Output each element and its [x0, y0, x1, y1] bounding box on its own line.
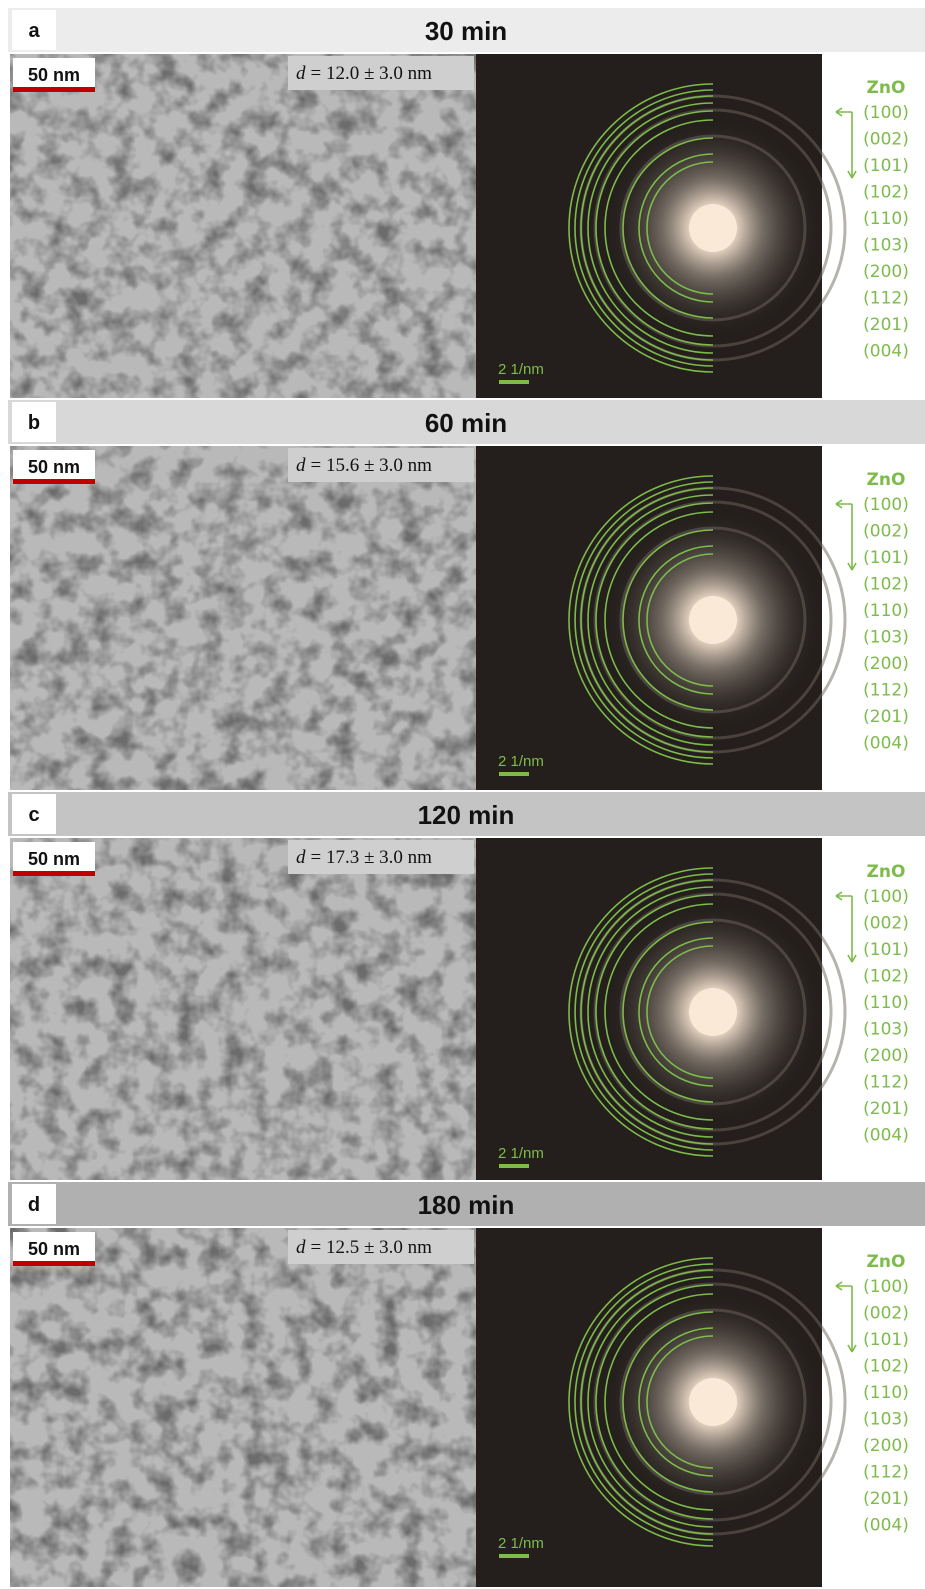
diameter-label: d= 15.6 ± 3.0 nm — [296, 455, 432, 476]
plane-label: (100) — [863, 495, 909, 515]
scale-bar — [13, 1261, 95, 1266]
plane-label: (101) — [863, 548, 909, 568]
plane-label: (110) — [863, 1383, 909, 1403]
panel-label: a — [28, 20, 40, 42]
plane-label: (101) — [863, 940, 909, 960]
panel-title: 120 min — [418, 800, 515, 830]
plane-label: (103) — [863, 236, 909, 256]
plane-label: (002) — [863, 914, 909, 934]
index-arrow — [836, 892, 856, 962]
saed-scale-bar — [499, 380, 529, 384]
tem-particles — [10, 446, 476, 790]
diameter-symbol: d — [296, 455, 306, 476]
plane-label: (101) — [863, 1330, 909, 1350]
plane-label: (103) — [863, 1410, 909, 1430]
panel-label: d — [28, 1194, 40, 1216]
plane-label: (200) — [863, 1436, 909, 1456]
panel: b 60 min 50 nm d= 15.6 ± 3.0 nm 2 1/nm ZnO (10… — [8, 400, 925, 790]
diameter-value: = 15.6 ± 3.0 nm — [311, 455, 433, 476]
plane-label: (004) — [863, 1126, 909, 1146]
plane-label: (004) — [863, 342, 909, 362]
scale-bar-label: 50 nm — [28, 849, 80, 869]
plane-label: (103) — [863, 1020, 909, 1040]
plane-label: (102) — [863, 575, 909, 595]
figure: a30 min50 nmd= 12.0 ± 3.0 nm2 1/nmZnO(10… — [0, 0, 925, 1589]
plane-label: (201) — [863, 707, 909, 727]
plane-label: (100) — [863, 887, 909, 907]
index-arrow — [836, 500, 856, 570]
plane-label: (110) — [863, 209, 909, 229]
plane-label: (100) — [863, 103, 909, 123]
tem-particles — [10, 54, 476, 398]
diameter-value: = 17.3 ± 3.0 nm — [311, 847, 433, 868]
saed-scale-label: 2 1/nm — [498, 753, 544, 770]
diameter-symbol: d — [296, 847, 306, 868]
scale-bar-label: 50 nm — [28, 65, 80, 85]
scale-bar — [13, 479, 95, 484]
plane-label: (110) — [863, 993, 909, 1013]
plane-label: (102) — [863, 967, 909, 987]
plane-label: (100) — [863, 1277, 909, 1297]
plane-label: (002) — [863, 130, 909, 150]
panel: c 120 min 50 nm d= 17.3 ± 3.0 nm 2 1/nm ZnO (1… — [8, 792, 925, 1180]
panel-title: 180 min — [418, 1190, 515, 1220]
scale-bar — [13, 87, 95, 92]
phase-label: ZnO — [867, 470, 906, 490]
index-arrow — [836, 108, 856, 178]
plane-label: (102) — [863, 1357, 909, 1377]
saed-scale-label: 2 1/nm — [498, 361, 544, 378]
plane-label: (201) — [863, 1099, 909, 1119]
diameter-symbol: d — [296, 63, 306, 84]
scale-bar — [13, 871, 95, 876]
saed-center — [689, 988, 737, 1036]
tem-particles — [10, 1228, 476, 1587]
saed-scale-label: 2 1/nm — [498, 1145, 544, 1162]
plane-label: (101) — [863, 156, 909, 176]
panel-title: 60 min — [425, 408, 507, 438]
tem-particles — [10, 838, 476, 1180]
saed-center — [689, 204, 737, 252]
phase-label: ZnO — [867, 78, 906, 98]
panel-title: 30 min — [425, 16, 507, 46]
saed-scale-label: 2 1/nm — [498, 1535, 544, 1552]
plane-label: (112) — [863, 681, 909, 701]
diameter-symbol: d — [296, 1237, 306, 1258]
saed-center — [689, 596, 737, 644]
plane-label: (002) — [863, 522, 909, 542]
plane-label: (103) — [863, 628, 909, 648]
diameter-label: d= 12.5 ± 3.0 nm — [296, 1237, 432, 1258]
diameter-label: d= 17.3 ± 3.0 nm — [296, 847, 432, 868]
index-arrow — [836, 1282, 856, 1352]
panel-label: c — [28, 804, 39, 826]
plane-label: (110) — [863, 601, 909, 621]
plane-label: (201) — [863, 315, 909, 335]
plane-label: (201) — [863, 1489, 909, 1509]
plane-label: (004) — [863, 734, 909, 754]
plane-label: (200) — [863, 262, 909, 282]
saed-center — [689, 1378, 737, 1426]
panel: a 30 min 50 nm d= 12.0 ± 3.0 nm 2 1/nm ZnO (10… — [8, 8, 925, 398]
plane-label: (112) — [863, 1073, 909, 1093]
scale-bar-label: 50 nm — [28, 457, 80, 477]
saed-scale-bar — [499, 772, 529, 776]
page: {"panels": [ {"label": "a", "title": "30… — [0, 0, 925, 1589]
saed-scale-bar — [499, 1554, 529, 1558]
scale-bar-label: 50 nm — [28, 1239, 80, 1259]
phase-label: ZnO — [867, 1252, 906, 1272]
plane-label: (002) — [863, 1304, 909, 1324]
plane-label: (004) — [863, 1516, 909, 1536]
plane-label: (112) — [863, 1463, 909, 1483]
diameter-value: = 12.0 ± 3.0 nm — [311, 63, 433, 84]
plane-label: (200) — [863, 654, 909, 674]
plane-label: (200) — [863, 1046, 909, 1066]
diameter-label: d= 12.0 ± 3.0 nm — [296, 63, 432, 84]
diameter-value: = 12.5 ± 3.0 nm — [311, 1237, 433, 1258]
saed-scale-bar — [499, 1164, 529, 1168]
plane-label: (102) — [863, 183, 909, 203]
plane-label: (112) — [863, 289, 909, 309]
phase-label: ZnO — [867, 862, 906, 882]
panel-label: b — [28, 412, 40, 434]
